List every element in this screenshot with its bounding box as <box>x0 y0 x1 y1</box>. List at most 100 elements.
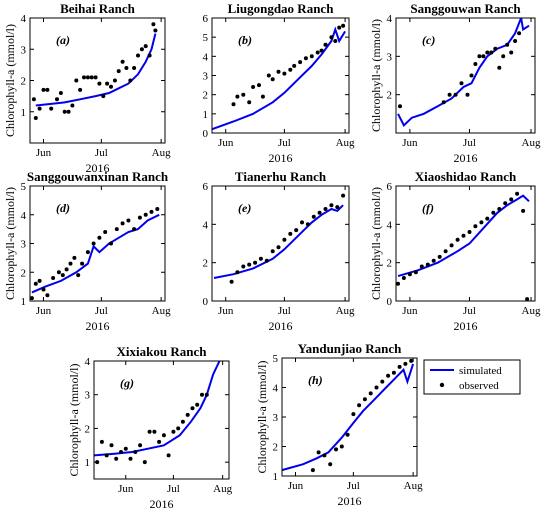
observed-point <box>396 281 400 286</box>
observed-point <box>247 262 252 267</box>
observed-point <box>123 446 128 451</box>
observed-point <box>114 227 119 232</box>
y-tick-label: 5 <box>203 32 209 44</box>
panel-title: Liugongdao Ranch <box>228 1 335 16</box>
observed-point <box>441 100 446 105</box>
observed-point <box>303 56 308 61</box>
simulated-line <box>31 213 160 294</box>
observed-point <box>298 60 303 65</box>
observed-point <box>151 22 156 27</box>
observed-point <box>76 273 81 278</box>
legend-simulated-label: simulated <box>459 365 502 377</box>
observed-point <box>351 412 356 417</box>
observed-point <box>305 222 310 227</box>
x-axis-label: 2016 <box>269 319 293 333</box>
y-axis-label: Chlorophyll-a (mmol/l) <box>3 187 17 300</box>
observed-point <box>276 69 281 74</box>
observed-point <box>501 54 506 59</box>
y-tick-label: 5 <box>273 353 279 365</box>
observed-point <box>461 233 466 238</box>
observed-point <box>341 193 346 198</box>
observed-point <box>124 66 129 70</box>
y-tick-label: 6 <box>203 13 209 25</box>
observed-point <box>469 73 474 78</box>
observed-point <box>64 267 69 272</box>
observed-point <box>282 71 287 76</box>
observed-point <box>270 249 275 254</box>
observed-point <box>294 228 299 233</box>
observed-point <box>339 444 344 449</box>
simulated-line <box>282 363 415 472</box>
observed-point <box>264 258 269 263</box>
x-tick-label: Aug <box>404 480 423 492</box>
observed-point <box>136 53 140 58</box>
observed-point <box>171 429 176 434</box>
simulated-line <box>397 18 530 127</box>
observed-point <box>309 54 314 59</box>
observed-point <box>105 81 110 86</box>
observed-point <box>176 426 181 431</box>
observed-point <box>99 439 104 444</box>
observed-point <box>241 92 246 97</box>
observed-point <box>37 106 42 111</box>
y-tick-label: 4 <box>387 219 393 231</box>
panel-tag: (e) <box>238 201 251 215</box>
y-axis-label: Chlorophyll-a (mmol/l) <box>255 361 269 474</box>
observed-point <box>323 207 328 211</box>
x-tick-label: Jul <box>278 137 291 149</box>
observed-point <box>109 241 113 246</box>
x-axis-label: 2016 <box>454 151 478 165</box>
observed-point <box>491 210 496 215</box>
observed-point <box>166 453 171 458</box>
axes-box <box>29 17 166 144</box>
x-tick-label: Jun <box>36 305 52 317</box>
observed-point <box>477 54 482 59</box>
y-tick-label: 1 <box>273 471 279 483</box>
observed-point <box>101 94 106 99</box>
panel-title: Beihai Ranch <box>60 1 136 16</box>
observed-point <box>128 456 133 461</box>
y-tick-label: 4 <box>85 356 91 368</box>
observed-point <box>152 429 157 434</box>
x-axis-label: 2016 <box>86 319 110 333</box>
observed-point <box>328 462 333 467</box>
x-tick-label: Aug <box>336 305 355 317</box>
observed-point <box>503 201 508 206</box>
observed-point <box>485 50 490 55</box>
panel-7: Xixiakou Ranch 1 2 3 4 Jun Jul Aug 2016 Chlorophy… <box>67 344 233 511</box>
legend-observed-label: observed <box>459 380 499 392</box>
observed-point <box>143 44 148 49</box>
observed-point <box>116 69 121 74</box>
observed-point <box>51 276 56 280</box>
observed-point <box>41 287 46 292</box>
observed-point <box>103 230 108 234</box>
y-axis-label: Chlorophyll-a (mmol/l) <box>67 364 81 477</box>
observed-point <box>288 67 293 72</box>
observed-point <box>82 75 86 80</box>
panel-title: Sanggouwan Ranch <box>410 1 521 16</box>
observed-point <box>513 39 518 43</box>
observed-point <box>143 212 148 217</box>
observed-point <box>443 249 448 254</box>
observed-point <box>386 373 391 378</box>
y-tick-label: 2 <box>21 76 27 88</box>
y-tick-label: 4 <box>21 13 27 25</box>
x-tick-label: Jul <box>463 305 476 317</box>
observed-point <box>409 358 414 363</box>
y-tick-label: 1 <box>21 107 27 119</box>
y-tick-label: 3 <box>85 390 91 402</box>
x-tick-label: Jul <box>95 147 108 159</box>
observed-point <box>485 216 490 221</box>
observed-point <box>180 419 185 424</box>
observed-point <box>153 28 158 33</box>
panel-tag: (b) <box>238 33 252 47</box>
observed-point <box>465 92 470 97</box>
x-tick-label: Jun <box>218 137 234 149</box>
observed-point <box>120 221 125 226</box>
y-tick-label: 4 <box>387 13 393 25</box>
observed-point <box>229 279 234 284</box>
observed-point <box>195 402 200 407</box>
panel-4: Sanggouwanxinan Ranch 1 2 3 4 5 Jun Jul Aug 2016 C… <box>3 169 171 333</box>
observed-point <box>91 241 96 246</box>
panel-title: Xiaoshidao Ranch <box>415 169 517 184</box>
